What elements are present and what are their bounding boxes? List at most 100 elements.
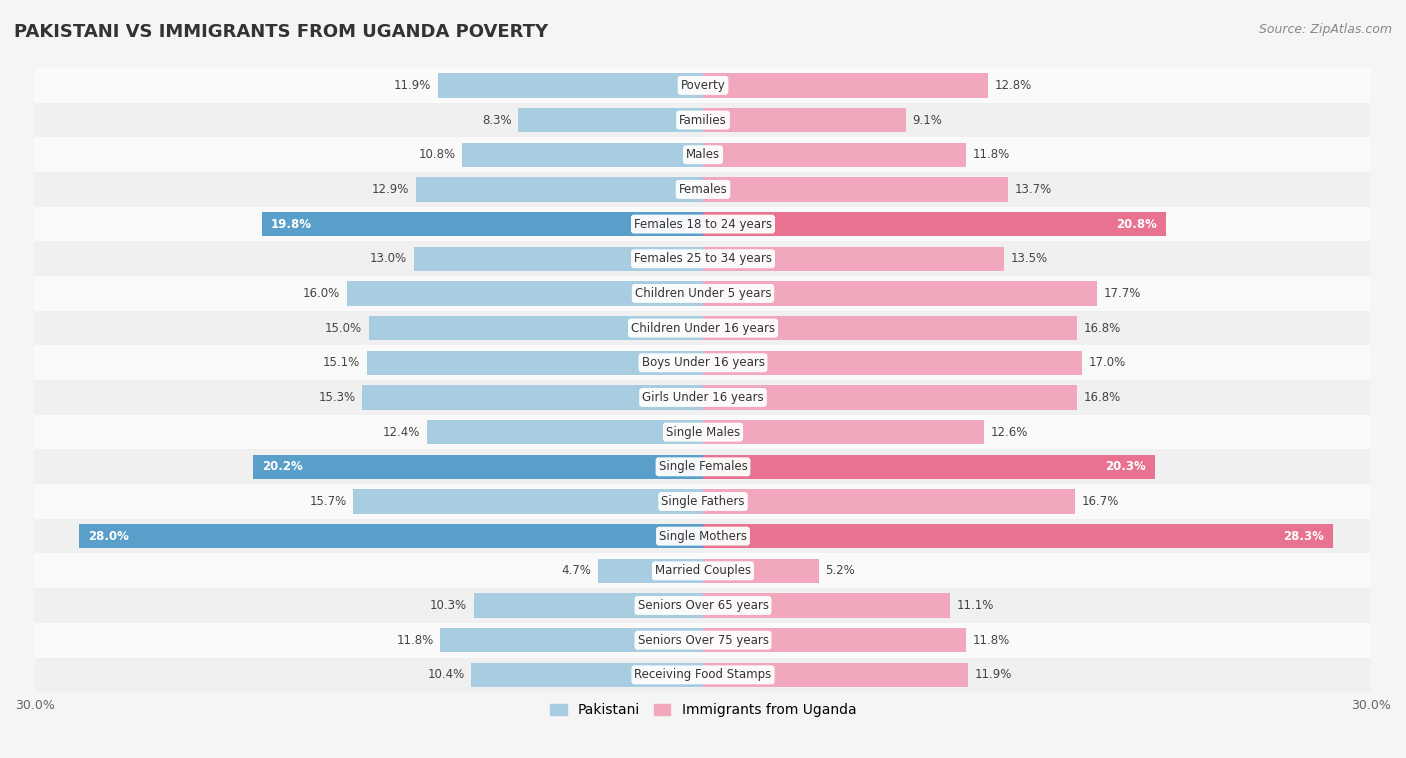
Bar [35,484,1371,518]
Bar [703,559,818,583]
Text: 9.1%: 9.1% [912,114,942,127]
Text: 16.8%: 16.8% [1084,321,1121,334]
Bar [703,385,1077,409]
Text: 15.3%: 15.3% [319,391,356,404]
Bar [367,351,703,375]
Bar [416,177,703,202]
Bar [519,108,703,132]
Text: 10.8%: 10.8% [419,149,456,161]
Bar [439,74,703,98]
Bar [474,594,703,618]
Text: 4.7%: 4.7% [562,564,592,578]
Bar [703,212,1166,236]
Text: Source: ZipAtlas.com: Source: ZipAtlas.com [1258,23,1392,36]
Text: 11.8%: 11.8% [396,634,433,647]
Bar [35,553,1371,588]
Bar [262,212,703,236]
Bar [703,628,966,653]
Bar [703,351,1081,375]
Bar [35,172,1371,207]
Bar [80,524,703,548]
Text: 11.8%: 11.8% [973,634,1010,647]
Bar [599,559,703,583]
Text: 28.0%: 28.0% [89,530,129,543]
Text: Poverty: Poverty [681,79,725,92]
Bar [35,623,1371,657]
Bar [353,490,703,514]
Text: 28.3%: 28.3% [1284,530,1324,543]
Bar [703,490,1076,514]
Text: 20.3%: 20.3% [1105,460,1146,473]
Bar [463,143,703,167]
Bar [35,103,1371,137]
Bar [703,420,984,444]
Bar [703,524,1333,548]
Text: Males: Males [686,149,720,161]
Text: 19.8%: 19.8% [271,218,312,230]
Bar [703,662,967,687]
Bar [35,415,1371,449]
Bar [363,385,703,409]
Bar [35,518,1371,553]
Text: Girls Under 16 years: Girls Under 16 years [643,391,763,404]
Bar [427,420,703,444]
Text: Females 25 to 34 years: Females 25 to 34 years [634,252,772,265]
Text: 11.1%: 11.1% [957,599,994,612]
Bar [368,316,703,340]
Bar [703,177,1008,202]
Text: Seniors Over 75 years: Seniors Over 75 years [637,634,769,647]
Text: Females 18 to 24 years: Females 18 to 24 years [634,218,772,230]
Text: Single Fathers: Single Fathers [661,495,745,508]
Text: 12.9%: 12.9% [371,183,409,196]
Text: PAKISTANI VS IMMIGRANTS FROM UGANDA POVERTY: PAKISTANI VS IMMIGRANTS FROM UGANDA POVE… [14,23,548,41]
Bar [440,628,703,653]
Text: Families: Families [679,114,727,127]
Text: Single Males: Single Males [666,426,740,439]
Text: Females: Females [679,183,727,196]
Text: 16.8%: 16.8% [1084,391,1121,404]
Text: Children Under 5 years: Children Under 5 years [634,287,772,300]
Bar [35,68,1371,103]
Text: Boys Under 16 years: Boys Under 16 years [641,356,765,369]
Text: Single Females: Single Females [658,460,748,473]
Bar [413,246,703,271]
Text: 11.9%: 11.9% [394,79,432,92]
Bar [35,346,1371,380]
Legend: Pakistani, Immigrants from Uganda: Pakistani, Immigrants from Uganda [544,697,862,722]
Text: 11.9%: 11.9% [974,669,1012,681]
Text: 16.0%: 16.0% [302,287,340,300]
Bar [35,588,1371,623]
Bar [703,143,966,167]
Bar [703,246,1004,271]
Bar [703,281,1097,305]
Text: 11.8%: 11.8% [973,149,1010,161]
Text: 20.8%: 20.8% [1116,218,1157,230]
Text: 13.0%: 13.0% [370,252,406,265]
Bar [703,455,1156,479]
Text: 15.1%: 15.1% [323,356,360,369]
Text: 16.7%: 16.7% [1081,495,1119,508]
Text: 17.7%: 17.7% [1104,287,1142,300]
Text: 10.4%: 10.4% [427,669,465,681]
Bar [703,108,905,132]
Text: 10.3%: 10.3% [430,599,467,612]
Bar [35,276,1371,311]
Text: 8.3%: 8.3% [482,114,512,127]
Text: 12.6%: 12.6% [990,426,1028,439]
Bar [35,137,1371,172]
Bar [35,380,1371,415]
Text: 12.8%: 12.8% [994,79,1032,92]
Bar [703,316,1077,340]
Text: 13.5%: 13.5% [1011,252,1047,265]
Bar [35,311,1371,346]
Text: 15.7%: 15.7% [309,495,347,508]
Bar [35,207,1371,242]
Bar [253,455,703,479]
Bar [703,594,950,618]
Bar [35,657,1371,692]
Text: 17.0%: 17.0% [1088,356,1125,369]
Text: 12.4%: 12.4% [382,426,420,439]
Text: 5.2%: 5.2% [825,564,855,578]
Text: Single Mothers: Single Mothers [659,530,747,543]
Text: Receiving Food Stamps: Receiving Food Stamps [634,669,772,681]
